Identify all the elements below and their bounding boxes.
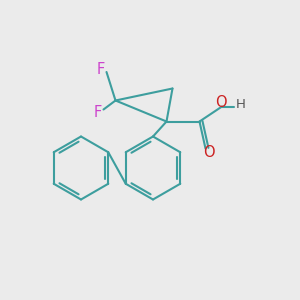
- Text: F: F: [97, 62, 105, 77]
- Text: H: H: [236, 98, 246, 111]
- Text: F: F: [94, 105, 102, 120]
- Text: O: O: [216, 95, 227, 110]
- Text: O: O: [203, 145, 214, 160]
